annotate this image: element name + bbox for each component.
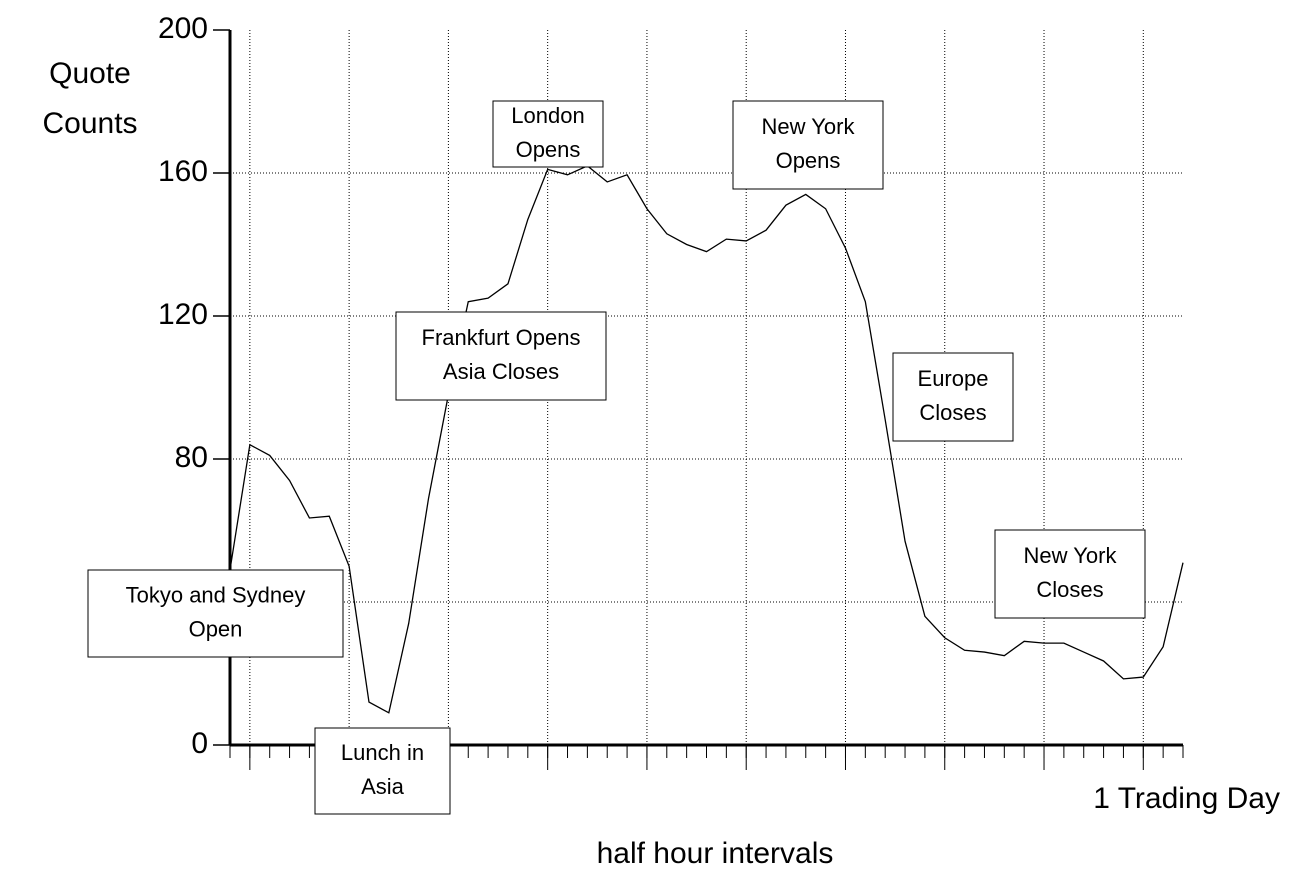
y-tick-label: 0 bbox=[191, 727, 208, 760]
annotation-text: Asia Closes bbox=[443, 359, 559, 384]
annotation-text: Closes bbox=[919, 400, 986, 425]
x-axis-note: 1 Trading Day bbox=[1093, 782, 1280, 815]
y-tick-label: 200 bbox=[158, 12, 208, 45]
annotation-text: Closes bbox=[1036, 577, 1103, 602]
y-tick-label: 80 bbox=[175, 441, 208, 474]
annotation-box bbox=[395, 311, 607, 401]
annotation-text: Opens bbox=[516, 137, 581, 162]
annotation-text: New York bbox=[1024, 543, 1118, 568]
annotation-text: New York bbox=[762, 114, 856, 139]
annotation-text: Opens bbox=[776, 148, 841, 173]
y-axis-label: Quote bbox=[49, 57, 131, 90]
annotation-box bbox=[492, 100, 604, 168]
annotation-text: Frankfurt Opens bbox=[422, 325, 581, 350]
y-tick-label: 120 bbox=[158, 298, 208, 331]
annotation-box bbox=[892, 352, 1014, 442]
y-tick-label: 160 bbox=[158, 155, 208, 188]
x-axis-label: half hour intervals bbox=[597, 837, 834, 870]
annotation-box bbox=[314, 727, 451, 815]
annotation-box bbox=[994, 529, 1146, 619]
annotation-box bbox=[87, 569, 344, 658]
annotation-text: London bbox=[511, 103, 584, 128]
annotation-text: Tokyo and Sydney bbox=[126, 582, 306, 607]
annotation-text: Open bbox=[189, 616, 243, 641]
annotation-box bbox=[732, 100, 884, 190]
annotation-text: Europe bbox=[918, 366, 989, 391]
y-axis-label: Counts bbox=[42, 107, 137, 140]
line bbox=[229, 165, 1184, 714]
annotation-text: Lunch in bbox=[341, 740, 424, 765]
annotation-text: Asia bbox=[361, 774, 405, 799]
